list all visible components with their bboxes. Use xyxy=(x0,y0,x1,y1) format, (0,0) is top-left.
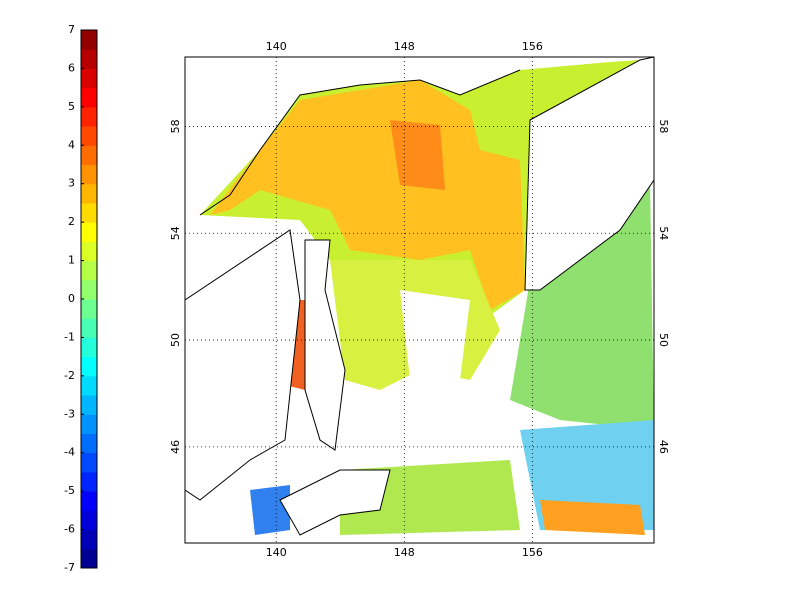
colorbar-tick-label: -3 xyxy=(64,407,75,420)
colorbar-band xyxy=(81,318,97,338)
colorbar-band xyxy=(81,30,97,50)
colorbar-tick-label: -1 xyxy=(64,330,75,343)
colorbar-band xyxy=(81,279,97,300)
japan-sea-cool xyxy=(250,485,290,535)
colorbar-band xyxy=(81,145,97,165)
kamchatka xyxy=(524,57,654,291)
colorbar-band xyxy=(81,337,97,358)
colorbar-band xyxy=(81,510,97,531)
colorbar-band xyxy=(81,202,97,223)
colorbar-band xyxy=(81,433,97,454)
colorbar-band xyxy=(81,164,97,185)
lon-label-bottom: 156 xyxy=(522,546,543,559)
sakhalin xyxy=(304,239,346,451)
colorbar-band xyxy=(81,183,97,204)
colorbar-tick-label: 5 xyxy=(68,100,75,113)
colorbar-tick-label: 4 xyxy=(68,138,75,151)
sea-warm-core xyxy=(390,120,445,190)
colorbar-tick-label: -4 xyxy=(64,446,75,459)
graticule: 140 140 148 148 156 156 46 46 50 50 54 54 58 58 xyxy=(169,40,670,559)
lon-label-bottom: 140 xyxy=(266,546,287,559)
pacific-warm xyxy=(540,500,645,535)
lat-label-right: 54 xyxy=(657,226,670,240)
sea-orange xyxy=(210,80,525,310)
colorbar-tick-label: 0 xyxy=(68,292,75,305)
colorbar-band xyxy=(81,356,97,377)
colorbar-tick-label: -2 xyxy=(64,369,75,382)
colorbar-band xyxy=(81,414,97,434)
colorbar-band xyxy=(81,452,97,473)
colorbar: -7 -6 -5 -4 -3 -2 -1 0 1 2 3 4 5 6 7 xyxy=(64,23,98,574)
colorbar-tick-label: 3 xyxy=(68,177,75,190)
lon-label-top: 156 xyxy=(522,40,543,53)
map-frame xyxy=(184,56,655,544)
coastline xyxy=(199,69,521,216)
colorbar-band xyxy=(81,49,97,69)
colorbar-band xyxy=(81,241,97,262)
lat-label-left: 50 xyxy=(169,333,182,347)
lat-label-left: 54 xyxy=(169,226,182,240)
hokkaido xyxy=(279,469,391,536)
colorbar-band xyxy=(81,260,97,281)
lon-label-bottom: 148 xyxy=(394,546,415,559)
pacific-green xyxy=(510,180,654,430)
sst-field xyxy=(185,57,654,543)
colorbar-tick-label: 1 xyxy=(68,254,75,267)
colorbar-band xyxy=(81,548,97,569)
mainland xyxy=(185,229,301,501)
colorbar-band xyxy=(81,395,97,415)
colorbar-band xyxy=(81,87,97,108)
colorbar-tick-label: -7 xyxy=(64,561,75,574)
colorbar-band xyxy=(81,299,97,319)
colorbar-band xyxy=(81,491,97,511)
colorbar-band xyxy=(81,375,97,396)
colorbar-band xyxy=(81,222,97,242)
colorbar-tick-label: 7 xyxy=(68,23,75,36)
colorbar-band xyxy=(81,68,97,89)
lat-label-left: 46 xyxy=(169,440,182,454)
lat-label-left: 58 xyxy=(169,119,182,133)
colorbar-tick-label: -5 xyxy=(64,484,75,497)
colorbar-band xyxy=(81,529,97,550)
colorbar-tick-label: 2 xyxy=(68,215,75,228)
lon-label-top: 148 xyxy=(394,40,415,53)
colorbar-band xyxy=(81,106,97,127)
lon-label-top: 140 xyxy=(266,40,287,53)
lat-label-right: 50 xyxy=(657,333,670,347)
colorbar-band xyxy=(81,471,97,492)
lat-label-right: 58 xyxy=(657,119,670,133)
colorbar-tick-label: 6 xyxy=(68,61,75,74)
colorbar-band xyxy=(81,126,97,146)
colorbar-tick-label: -6 xyxy=(64,523,75,536)
missing-data xyxy=(400,290,470,380)
lat-label-right: 46 xyxy=(657,440,670,454)
